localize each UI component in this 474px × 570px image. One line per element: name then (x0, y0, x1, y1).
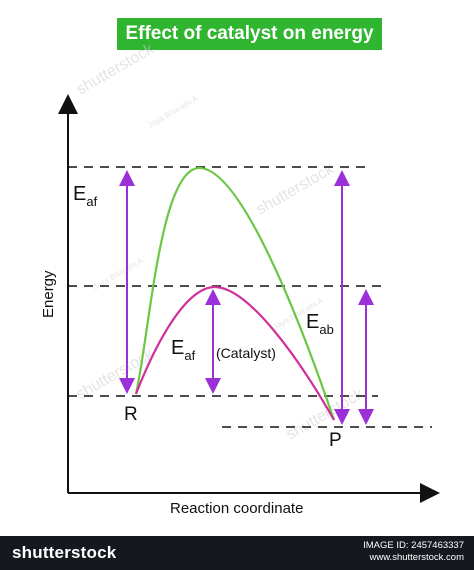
uncatalyzed-curve (134, 166, 336, 421)
watermark-brand: shutterstock (254, 160, 338, 218)
footer-image-id: IMAGE ID: 2457463337 (363, 540, 464, 551)
footer-brand: shutterstock (12, 543, 117, 562)
catalyst-label: (Catalyst) (216, 345, 276, 361)
watermark-brand: shutterstock (74, 40, 158, 98)
footer-site: www.shutterstock.com (369, 552, 465, 563)
ea-forward-catalyzed-label: Eaf (171, 337, 196, 363)
y-axis-label: Energy (40, 270, 57, 318)
watermark-layer: shutterstock shutterstock shutterstock s… (74, 40, 368, 443)
product-label: P (329, 430, 342, 451)
watermark-author: Jaya Bharathi A (147, 94, 201, 130)
catalyzed-curve (134, 285, 335, 421)
ea-backward-label: Eab (306, 311, 334, 337)
footer-bar: shutterstock IMAGE ID: 2457463337 www.sh… (0, 536, 474, 570)
energy-diagram: shutterstock shutterstock shutterstock s… (40, 40, 440, 517)
ea-forward-uncatalyzed-label: Eaf (73, 183, 98, 209)
title-banner: Effect of catalyst on energy (117, 18, 382, 50)
reactant-label: R (124, 404, 138, 425)
x-axis-label: Reaction coordinate (170, 500, 303, 517)
footer-image-info: IMAGE ID: 2457463337 www.shutterstock.co… (363, 540, 464, 564)
title-text: Effect of catalyst on energy (125, 23, 374, 44)
